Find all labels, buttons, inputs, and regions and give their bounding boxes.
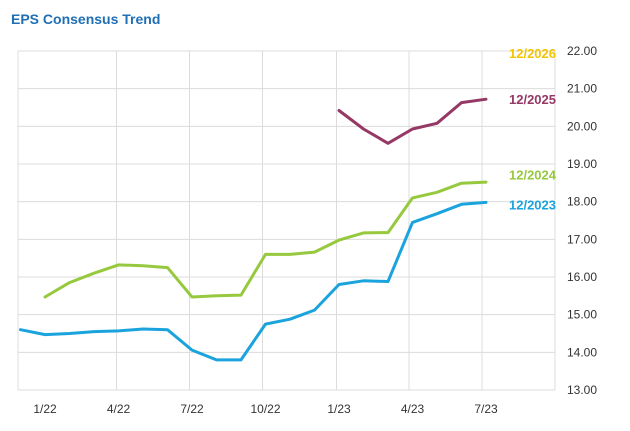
x-tick-label: 10/22 bbox=[250, 402, 280, 416]
y-tick-label: 19.00 bbox=[567, 157, 597, 171]
y-axis-ticks: 13.00 14.00 15.00 16.00 17.00 18.00 19.00 20.00… bbox=[567, 44, 597, 397]
chart-title: EPS Consensus Trend bbox=[11, 11, 161, 27]
series-label-12-2026: 12/2026 bbox=[509, 46, 556, 61]
series-label-12-2023: 12/2023 bbox=[509, 198, 556, 213]
y-tick-label: 22.00 bbox=[567, 44, 597, 58]
y-tick-label: 16.00 bbox=[567, 270, 597, 284]
y-tick-label: 13.00 bbox=[567, 383, 597, 397]
series-line-12-2024 bbox=[43, 180, 488, 299]
x-tick-label: 1/22 bbox=[33, 402, 57, 416]
grid-layer bbox=[17, 50, 556, 391]
x-tick-label: 4/22 bbox=[107, 402, 131, 416]
series-line-12-2023 bbox=[19, 200, 488, 362]
y-tick-label: 17.00 bbox=[567, 232, 597, 246]
x-tick-label: 7/23 bbox=[474, 402, 498, 416]
x-axis-ticks: 1/22 4/22 7/22 10/22 1/23 4/23 7/23 bbox=[33, 402, 498, 416]
series-label-12-2024: 12/2024 bbox=[509, 168, 557, 183]
x-tick-label: 7/22 bbox=[180, 402, 204, 416]
series-layer bbox=[19, 97, 488, 362]
series-labels: 12/2023 12/2024 12/2025 12/2026 bbox=[509, 46, 557, 213]
y-tick-label: 21.00 bbox=[567, 82, 597, 96]
y-tick-label: 15.00 bbox=[567, 308, 597, 322]
x-tick-label: 1/23 bbox=[327, 402, 351, 416]
series-label-12-2025: 12/2025 bbox=[509, 92, 556, 107]
y-tick-label: 18.00 bbox=[567, 195, 597, 209]
y-tick-label: 20.00 bbox=[567, 119, 597, 133]
series-line-12-2025 bbox=[337, 97, 488, 145]
y-tick-label: 14.00 bbox=[567, 345, 597, 359]
x-tick-label: 4/23 bbox=[401, 402, 425, 416]
